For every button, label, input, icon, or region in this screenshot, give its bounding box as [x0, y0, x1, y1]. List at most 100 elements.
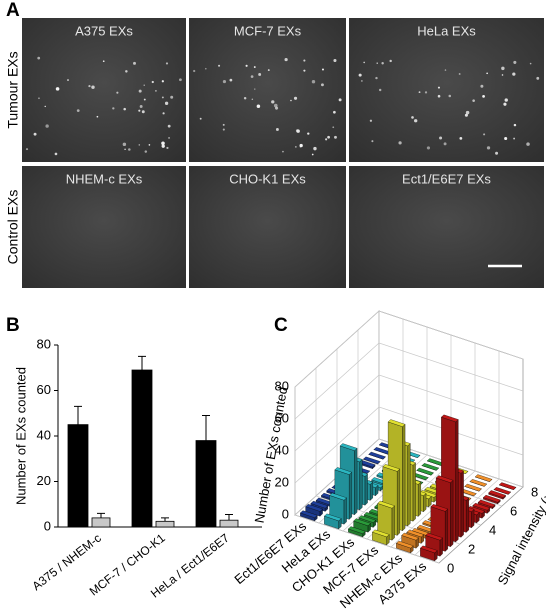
vesicle-spot: [116, 91, 119, 94]
bar-top: [329, 492, 347, 501]
vesicle-spot: [376, 62, 378, 64]
vesicle-spot: [333, 110, 336, 114]
vesicle-spot: [360, 80, 363, 82]
vesicle-spot: [327, 135, 330, 139]
bar-top: [368, 451, 386, 460]
y-tick-label: 60: [37, 382, 51, 397]
vesicle-spot: [273, 103, 278, 108]
panel-label: B: [6, 315, 20, 336]
vesicle-spot: [303, 69, 306, 72]
bar-side: [343, 497, 347, 525]
bar-top: [435, 475, 454, 483]
image-label: CHO-K1 EXs: [229, 171, 306, 186]
vesicle-spot: [33, 132, 37, 136]
bar: [421, 463, 440, 471]
bar-side: [354, 447, 358, 516]
vesicle-spot: [303, 59, 306, 62]
vesicle-spot: [222, 128, 225, 131]
bar-top: [305, 504, 323, 512]
vesicle-spot: [128, 148, 131, 151]
vesicle-spot: [256, 104, 261, 108]
vesicle-spot: [267, 69, 270, 72]
vesicle-spot: [290, 99, 292, 102]
error-bar: [74, 405, 82, 425]
vesicle-spot: [536, 76, 540, 80]
bar-side: [471, 508, 475, 529]
vesicle-spot: [193, 69, 196, 73]
bar-side: [460, 470, 464, 538]
vesicle-spot: [458, 73, 461, 75]
image-label: MCF-7 EXs: [234, 23, 302, 38]
y-tick-label: 80: [37, 336, 51, 351]
vesicle-spot: [311, 80, 316, 84]
image-label: Ect1/E6E7 EXs: [402, 171, 491, 186]
vesicle-spot: [483, 133, 486, 136]
bar: [155, 520, 175, 528]
vesicle-spot: [482, 95, 485, 98]
panel-label: C: [274, 315, 288, 336]
vesicle-spot: [254, 88, 256, 90]
vesicle-spot: [275, 128, 279, 131]
vesicle-spot: [165, 62, 169, 65]
vesicle-spot: [311, 153, 314, 156]
error-bar: [225, 513, 233, 521]
vesicle-spot: [155, 90, 157, 92]
y-tick-label: 20: [37, 473, 51, 488]
vesicle-spot: [501, 74, 504, 76]
vesicle-spot: [124, 148, 126, 151]
bar-top: [372, 529, 390, 538]
bar: [377, 500, 395, 541]
vesicle-spot: [284, 57, 288, 62]
vesicle-spot: [143, 84, 145, 86]
vesicle-spot: [88, 84, 91, 88]
bar-top: [363, 456, 381, 465]
image-label: HeLa EXs: [417, 23, 476, 38]
vesicle-spot: [138, 89, 142, 93]
vesicle-spot: [332, 126, 335, 129]
bar-top: [483, 494, 501, 503]
vesicle-spot: [229, 78, 233, 82]
vesicle-spot: [418, 91, 421, 94]
bar-top: [441, 414, 459, 423]
vesicle-spot: [275, 106, 279, 110]
bar: [348, 526, 366, 538]
row-label: Control EXs: [5, 190, 21, 265]
vesicle-spot: [325, 138, 328, 141]
vesicle-spot: [459, 136, 463, 140]
bar: [401, 532, 419, 549]
vesicle-spot: [45, 124, 49, 128]
bar: [219, 519, 239, 528]
bar-top: [421, 463, 440, 471]
vesicle-spot: [321, 68, 325, 71]
x-tick-label: 8: [531, 484, 538, 499]
bar-top: [401, 532, 419, 541]
bar-top: [493, 487, 512, 495]
bar-side: [418, 481, 421, 517]
bar-side: [445, 508, 448, 552]
vesicle-spot: [245, 64, 248, 67]
vesicle-spot: [161, 80, 164, 83]
vesicle-spot: [168, 137, 170, 139]
z-tick-label: 0: [282, 506, 289, 521]
bar: [483, 494, 501, 505]
bar-side: [402, 423, 406, 532]
z-tick-label: 80: [275, 378, 289, 393]
bar: [372, 529, 390, 546]
vesicle-spot: [243, 97, 247, 100]
bar-side: [455, 419, 459, 543]
bar: [464, 483, 482, 492]
vesicle-spot: [164, 101, 169, 105]
bar-top: [430, 504, 449, 512]
vesicle-spot: [112, 107, 115, 110]
bar: [474, 474, 493, 482]
vesicle-spot: [443, 142, 447, 146]
vesicle-spot: [148, 144, 151, 146]
row-label: Tumour EXs: [5, 51, 21, 128]
vesicle-spot: [371, 140, 374, 143]
vesicle-spot: [55, 87, 60, 91]
vesicle-spot: [141, 110, 145, 114]
bar-top: [310, 500, 329, 509]
vesicle-spot: [513, 123, 517, 127]
bar: [131, 369, 153, 528]
